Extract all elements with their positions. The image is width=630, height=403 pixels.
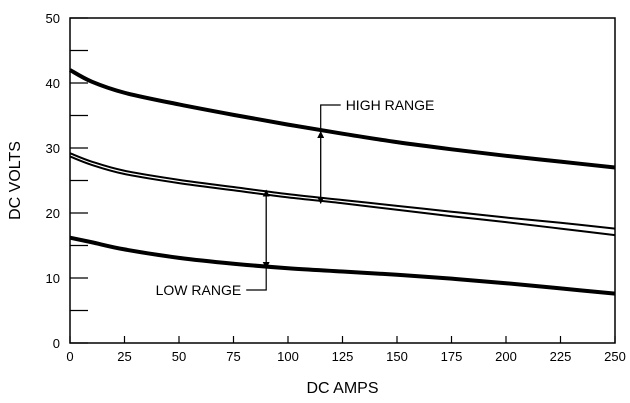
series-line-low-range-lower — [69, 235, 616, 296]
series-line-high-range-upper — [69, 68, 616, 170]
plot-frame — [69, 17, 616, 344]
high-range-leader — [320, 104, 341, 134]
ticks-layer: 0 25 50 75 100 125 150 175 200 225 250 0 10 20 30 40 50 — [46, 11, 626, 364]
x-tick-label-150: 150 — [386, 349, 408, 364]
x-tick-label-200: 200 — [495, 349, 517, 364]
y-tick-label-10: 10 — [46, 271, 60, 286]
high-range-label: HIGH RANGE — [346, 97, 435, 113]
y-tick-label-50: 50 — [46, 11, 60, 26]
x-tick-label-25: 25 — [117, 349, 131, 364]
x-tick-label-225: 225 — [550, 349, 572, 364]
series-layer — [69, 68, 616, 296]
y-tick-label-40: 40 — [46, 76, 60, 91]
x-axis-title: DC AMPS — [306, 380, 378, 397]
x-tick-label-250: 250 — [604, 349, 626, 364]
x-tick-label-125: 125 — [332, 349, 354, 364]
y-tick-label-20: 20 — [46, 206, 60, 221]
x-tick-label-75: 75 — [226, 349, 240, 364]
x-tick-label-100: 100 — [277, 349, 299, 364]
y-tick-label-0: 0 — [53, 336, 60, 351]
series-line-high-range-lower — [69, 152, 616, 230]
x-tick-label-175: 175 — [441, 349, 463, 364]
x-tick-label-0: 0 — [66, 349, 73, 364]
y-tick-label-30: 30 — [46, 141, 60, 156]
annotation-layer: HIGH RANGE LOW RANGE — [156, 97, 435, 298]
y-axis-title: DC VOLTS — [7, 141, 24, 220]
x-tick-label-50: 50 — [172, 349, 186, 364]
low-range-label: LOW RANGE — [156, 282, 242, 298]
series-line-low-range-upper — [69, 155, 616, 237]
low-range-leader — [246, 266, 267, 291]
